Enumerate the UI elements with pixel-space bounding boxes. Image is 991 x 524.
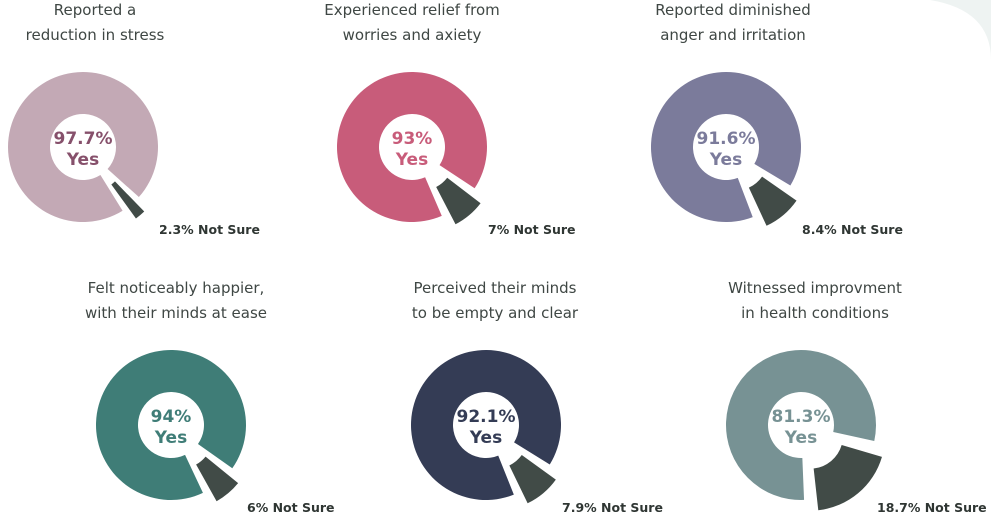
chart-title-line: in health conditions xyxy=(741,304,889,322)
yes-percent: 92.1% xyxy=(457,407,516,427)
not-sure-label: 6% Not Sure xyxy=(247,500,335,515)
yes-label: Yes xyxy=(709,150,742,170)
yes-label: Yes xyxy=(784,428,817,448)
not-sure-slice xyxy=(196,456,239,502)
yes-label: Yes xyxy=(154,428,187,448)
not-sure-slice xyxy=(436,177,481,225)
chart-title-line: Reported a xyxy=(54,1,136,19)
yes-slice xyxy=(337,72,488,223)
not-sure-label: 18.7% Not Sure xyxy=(877,500,987,515)
corner-decoration xyxy=(930,0,991,60)
yes-label: Yes xyxy=(469,428,502,448)
donut-chart-2: Experienced relief from worries and axiet… xyxy=(324,1,575,237)
not-sure-label: 7% Not Sure xyxy=(488,222,576,237)
not-sure-slice xyxy=(509,455,556,504)
chart-title-line: anger and irritation xyxy=(660,26,806,44)
yes-slice xyxy=(8,71,158,223)
not-sure-slice xyxy=(748,176,797,226)
donut-chart-1: Reported a reduction in stress 97.7%Yes 2.3… xyxy=(8,1,260,237)
yes-percent: 94% xyxy=(151,407,192,427)
yes-label: Yes xyxy=(66,150,99,170)
yes-percent: 93% xyxy=(392,129,433,149)
chart-title-line: reduction in stress xyxy=(26,26,165,44)
chart-title-line: worries and axiety xyxy=(343,26,482,44)
yes-percent: 97.7% xyxy=(54,129,113,149)
chart-title-line: with their minds at ease xyxy=(85,304,267,322)
yes-slice xyxy=(96,350,247,501)
donut-chart-5: Perceived their minds to be empty and cle… xyxy=(410,279,663,515)
yes-label: Yes xyxy=(395,150,428,170)
chart-title-line: Felt noticeably happier, xyxy=(88,279,265,297)
not-sure-slice xyxy=(111,181,145,219)
not-sure-label: 8.4% Not Sure xyxy=(802,222,903,237)
yes-slice xyxy=(726,350,877,501)
chart-title-line: Experienced relief from xyxy=(324,1,500,19)
yes-slice xyxy=(410,350,561,501)
not-sure-label: 7.9% Not Sure xyxy=(562,500,663,515)
chart-title-line: to be empty and clear xyxy=(412,304,579,322)
donut-chart-4: Felt noticeably happier, with their minds… xyxy=(85,279,335,515)
yes-slice xyxy=(651,72,801,223)
not-sure-label: 2.3% Not Sure xyxy=(159,222,260,237)
chart-title-line: Perceived their minds xyxy=(414,279,577,297)
donut-chart-6: Witnessed improvment in health conditions… xyxy=(726,279,987,515)
yes-percent: 81.3% xyxy=(772,407,831,427)
donut-chart-3: Reported diminished anger and irritation 9… xyxy=(651,1,903,237)
yes-percent: 91.6% xyxy=(697,129,756,149)
chart-title-line: Reported diminished xyxy=(655,1,810,19)
chart-title-line: Witnessed improvment xyxy=(728,279,902,297)
not-sure-slice xyxy=(813,445,882,511)
